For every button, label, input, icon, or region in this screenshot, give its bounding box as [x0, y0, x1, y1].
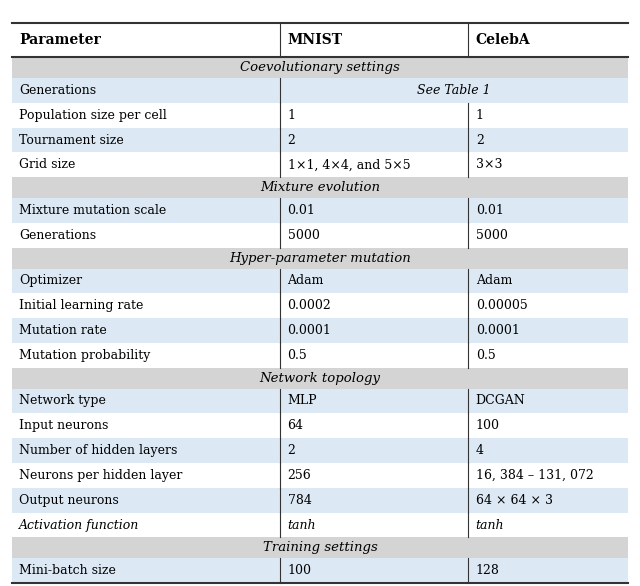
Text: 5000: 5000 [476, 229, 508, 242]
Text: DCGAN: DCGAN [476, 394, 525, 407]
Bar [12, 103, 628, 128]
Text: Network type: Network type [19, 394, 106, 407]
Bar [12, 488, 628, 513]
Text: Network topology: Network topology [259, 372, 381, 384]
Text: Output neurons: Output neurons [19, 494, 119, 507]
Text: 0.01: 0.01 [287, 204, 316, 217]
Text: 4: 4 [476, 444, 484, 457]
Text: Mini-batch size: Mini-batch size [19, 564, 116, 577]
Bar [12, 558, 628, 583]
Text: Coevolutionary settings: Coevolutionary settings [240, 61, 400, 74]
Bar [12, 23, 628, 57]
Text: Generations: Generations [19, 229, 97, 242]
Text: See Table 1: See Table 1 [417, 84, 491, 97]
Bar [12, 513, 628, 537]
Text: Adam: Adam [476, 274, 512, 287]
Text: MLP: MLP [287, 394, 317, 407]
Text: 1: 1 [287, 109, 296, 122]
Text: 64: 64 [287, 420, 303, 432]
Bar [12, 78, 628, 103]
Text: 0.0001: 0.0001 [287, 324, 332, 337]
Text: 64 × 64 × 3: 64 × 64 × 3 [476, 494, 553, 507]
Text: 16, 384 – 131, 072: 16, 384 – 131, 072 [476, 469, 593, 482]
Text: Neurons per hidden layer: Neurons per hidden layer [19, 469, 182, 482]
Bar [12, 413, 628, 438]
Text: 0.00005: 0.00005 [476, 299, 527, 312]
Bar [12, 57, 628, 78]
Text: Mixture evolution: Mixture evolution [260, 181, 380, 194]
Bar [12, 438, 628, 463]
Text: 100: 100 [287, 564, 312, 577]
Text: Input neurons: Input neurons [19, 420, 109, 432]
Text: Parameter: Parameter [19, 33, 101, 47]
Bar [12, 294, 628, 318]
Text: 0.0001: 0.0001 [476, 324, 520, 337]
Bar [12, 463, 628, 488]
Bar [12, 177, 628, 198]
Text: Grid size: Grid size [19, 158, 76, 171]
Text: Generations: Generations [19, 84, 97, 97]
Text: 0.0002: 0.0002 [287, 299, 332, 312]
Text: Initial learning rate: Initial learning rate [19, 299, 143, 312]
Bar [12, 537, 628, 558]
Text: MNIST: MNIST [287, 33, 342, 47]
Text: Population size per cell: Population size per cell [19, 109, 167, 122]
Text: tanh: tanh [287, 519, 316, 532]
Text: 2: 2 [287, 444, 296, 457]
Text: 1: 1 [476, 109, 484, 122]
Text: 5000: 5000 [287, 229, 319, 242]
Bar [12, 318, 628, 343]
Bar [12, 268, 628, 294]
Text: 3×3: 3×3 [476, 158, 502, 171]
Text: Adam: Adam [287, 274, 324, 287]
Text: Number of hidden layers: Number of hidden layers [19, 444, 177, 457]
Text: 2: 2 [287, 134, 296, 146]
Text: 100: 100 [476, 420, 500, 432]
Text: Optimizer: Optimizer [19, 274, 83, 287]
Bar [12, 152, 628, 177]
Text: 0.01: 0.01 [476, 204, 504, 217]
Text: CelebA: CelebA [476, 33, 531, 47]
Text: Mutation probability: Mutation probability [19, 349, 150, 362]
Text: Mixture mutation scale: Mixture mutation scale [19, 204, 166, 217]
Text: Training settings: Training settings [262, 541, 378, 554]
Text: Hyper-parameter mutation: Hyper-parameter mutation [229, 251, 411, 265]
Bar [12, 223, 628, 248]
Text: Tournament size: Tournament size [19, 134, 124, 146]
Bar [12, 248, 628, 268]
Text: 784: 784 [287, 494, 312, 507]
Text: tanh: tanh [476, 519, 504, 532]
Text: 0.5: 0.5 [287, 349, 307, 362]
Text: Activation function: Activation function [19, 519, 140, 532]
Bar [12, 198, 628, 223]
Text: 1×1, 4×4, and 5×5: 1×1, 4×4, and 5×5 [287, 158, 410, 171]
Bar [12, 389, 628, 413]
Bar [12, 128, 628, 152]
Text: 256: 256 [287, 469, 311, 482]
Text: Mutation rate: Mutation rate [19, 324, 107, 337]
Bar [12, 343, 628, 368]
Text: 128: 128 [476, 564, 500, 577]
Text: 0.5: 0.5 [476, 349, 495, 362]
Bar [12, 368, 628, 389]
Text: 2: 2 [476, 134, 484, 146]
